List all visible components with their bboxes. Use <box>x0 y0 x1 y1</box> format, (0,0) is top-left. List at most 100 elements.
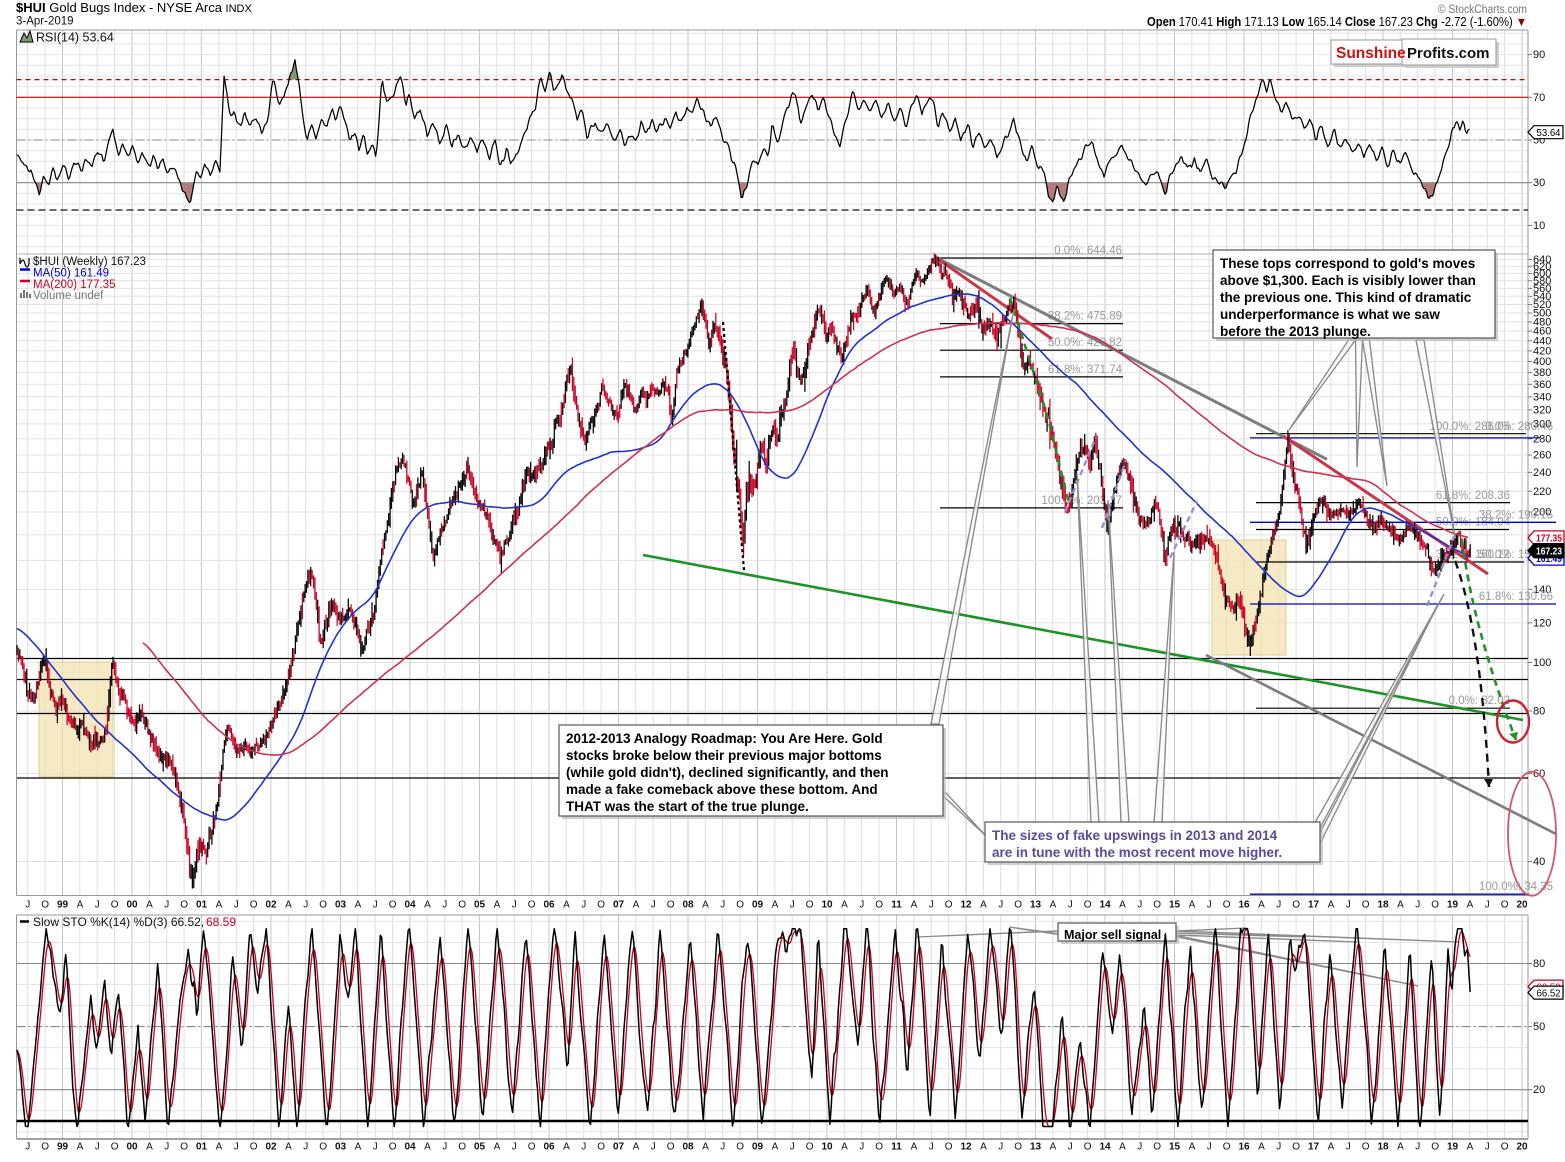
svg-text:15: 15 <box>1169 900 1181 911</box>
svg-text:A: A <box>1397 1142 1404 1153</box>
svg-text:O: O <box>945 900 953 911</box>
svg-text:15: 15 <box>1169 1142 1181 1153</box>
svg-text:0.0%: 280.46: 0.0%: 280.46 <box>1485 421 1553 433</box>
svg-text:520: 520 <box>1533 299 1551 311</box>
svg-text:O: O <box>528 900 536 911</box>
svg-text:A: A <box>1189 1142 1196 1153</box>
svg-text:560: 560 <box>1533 283 1551 295</box>
svg-text:O: O <box>1292 900 1300 911</box>
svg-text:A: A <box>563 1142 570 1153</box>
svg-text:0.0%: 82.02: 0.0%: 82.02 <box>1449 695 1510 707</box>
svg-text:O: O <box>389 900 397 911</box>
svg-text:38.2%: 475.89: 38.2%: 475.89 <box>1048 311 1122 323</box>
svg-text:O: O <box>1084 1142 1092 1153</box>
svg-text:A: A <box>77 900 84 911</box>
svg-text:Open 170.41 High 171.13 Low 16: Open 170.41 High 171.13 Low 165.14 Close… <box>1147 15 1527 29</box>
svg-text:J: J <box>1068 900 1073 911</box>
svg-text:20: 20 <box>1516 1142 1528 1153</box>
svg-text:380: 380 <box>1533 367 1551 379</box>
svg-text:620: 620 <box>1533 261 1551 273</box>
svg-text:A: A <box>285 1142 292 1153</box>
svg-text:70: 70 <box>1533 92 1545 104</box>
svg-text:A: A <box>911 1142 918 1153</box>
svg-text:© StockCharts.com: © StockCharts.com <box>1438 4 1527 16</box>
svg-text:J: J <box>25 1142 30 1153</box>
svg-text:(while gold didn't), declined: (while gold didn't), declined significan… <box>566 765 888 780</box>
svg-text:J: J <box>1207 900 1212 911</box>
svg-text:A: A <box>494 1142 501 1153</box>
svg-text:A: A <box>424 1142 431 1153</box>
svg-text:J: J <box>25 900 30 911</box>
svg-text:19: 19 <box>1447 1142 1459 1153</box>
svg-text:made a fake comeback above the: made a fake comeback above these bottom.… <box>566 782 878 797</box>
svg-text:above $1,300. Each is visibly: above $1,300. Each is visibly lower than <box>1220 273 1476 288</box>
svg-text:O: O <box>180 900 188 911</box>
svg-text:A: A <box>702 1142 709 1153</box>
svg-text:16: 16 <box>1238 900 1250 911</box>
svg-text:O: O <box>806 900 814 911</box>
svg-text:J: J <box>859 900 864 911</box>
svg-text:J: J <box>1137 900 1142 911</box>
svg-text:03: 03 <box>335 1142 347 1153</box>
svg-text:J: J <box>442 900 447 911</box>
svg-text:A: A <box>1050 1142 1057 1153</box>
svg-text:53.64: 53.64 <box>1537 127 1561 139</box>
svg-text:J: J <box>442 1142 447 1153</box>
svg-text:These tops correspond to gold': These tops correspond to gold's moves <box>1220 256 1475 271</box>
svg-text:Sunshine: Sunshine <box>1336 45 1406 62</box>
svg-text:J: J <box>373 900 378 911</box>
svg-text:00: 00 <box>126 1142 138 1153</box>
svg-text:J: J <box>651 1142 656 1153</box>
svg-text:O: O <box>736 1142 744 1153</box>
svg-text:A: A <box>633 1142 640 1153</box>
svg-text:A: A <box>1258 900 1265 911</box>
svg-text:O: O <box>1014 900 1022 911</box>
svg-text:68.59: 68.59 <box>206 915 236 929</box>
svg-text:400: 400 <box>1533 356 1551 368</box>
svg-text:A: A <box>1119 900 1126 911</box>
svg-text:A: A <box>911 900 918 911</box>
svg-text:A: A <box>980 900 987 911</box>
svg-text:320: 320 <box>1533 404 1551 416</box>
svg-text:420: 420 <box>1533 345 1551 357</box>
svg-text:140: 140 <box>1533 584 1551 596</box>
svg-text:are in tune with the most rece: are in tune with the most recent move hi… <box>992 845 1282 860</box>
svg-text:177.35: 177.35 <box>1536 533 1562 545</box>
svg-text:O: O <box>667 900 675 911</box>
svg-text:J: J <box>859 1142 864 1153</box>
svg-text:Profits.com: Profits.com <box>1407 45 1490 62</box>
svg-text:J: J <box>1346 900 1351 911</box>
svg-text:11: 11 <box>891 900 902 911</box>
svg-text:03: 03 <box>335 900 347 911</box>
svg-text:A: A <box>285 900 292 911</box>
svg-text:167.23: 167.23 <box>1536 546 1562 558</box>
svg-text:MA(200) 177.35: MA(200) 177.35 <box>33 279 115 291</box>
svg-text:J: J <box>1207 1142 1212 1153</box>
svg-text:RSI(14) 53.64: RSI(14) 53.64 <box>36 31 114 45</box>
svg-text:A: A <box>355 1142 362 1153</box>
svg-text:O: O <box>41 1142 49 1153</box>
svg-text:12: 12 <box>960 1142 972 1153</box>
svg-text:J: J <box>234 900 239 911</box>
svg-text:J: J <box>581 900 586 911</box>
svg-text:O: O <box>458 1142 466 1153</box>
svg-text:10: 10 <box>1533 220 1545 232</box>
svg-text:30: 30 <box>1533 177 1545 189</box>
svg-text:14: 14 <box>1099 900 1111 911</box>
svg-text:A: A <box>772 900 779 911</box>
svg-text:100.0%: 203.17: 100.0%: 203.17 <box>1041 495 1122 507</box>
svg-text:A: A <box>494 900 501 911</box>
svg-text:J: J <box>1485 1142 1490 1153</box>
svg-text:O: O <box>111 900 119 911</box>
svg-text:200: 200 <box>1533 507 1551 519</box>
svg-text:A: A <box>146 900 153 911</box>
svg-text:A: A <box>1050 900 1057 911</box>
svg-text:O: O <box>389 1142 397 1153</box>
svg-text:460: 460 <box>1533 326 1551 338</box>
svg-text:18: 18 <box>1377 900 1389 911</box>
svg-text:A: A <box>1467 900 1474 911</box>
svg-text:J: J <box>1415 900 1420 911</box>
svg-text:stocks broke below their previ: stocks broke below their previous major … <box>566 748 882 763</box>
svg-text:A: A <box>980 1142 987 1153</box>
svg-text:0.0%: 644.46: 0.0%: 644.46 <box>1054 245 1122 257</box>
